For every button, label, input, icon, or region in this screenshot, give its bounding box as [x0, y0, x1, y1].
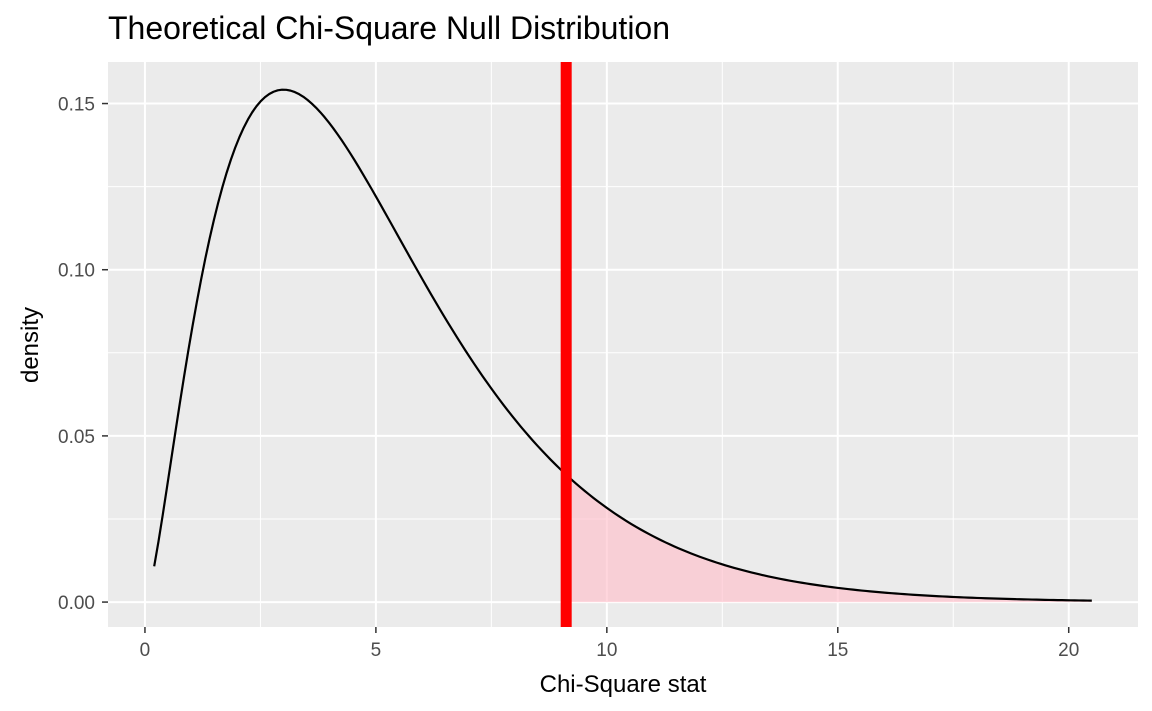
y-tick-label: 0.10 [58, 261, 95, 282]
x-tick-label: 0 [140, 640, 151, 661]
y-axis: 0.00 0.05 0.10 0.15 [58, 95, 108, 614]
x-tick-label: 5 [371, 640, 382, 661]
y-tick-label: 0.05 [58, 427, 95, 448]
y-axis-label: density [17, 307, 44, 383]
x-axis-label: Chi-Square stat [540, 671, 707, 698]
x-tick-label: 15 [827, 640, 848, 661]
y-tick-label: 0.00 [58, 593, 95, 614]
rejection-region-shade [566, 474, 1092, 603]
minor-gridlines [108, 62, 1138, 627]
x-axis: 0 5 10 15 20 [140, 627, 1079, 661]
density-curve [153, 88, 1092, 602]
x-tick-label: 10 [596, 640, 617, 661]
chart-title: Theoretical Chi-Square Null Distribution [108, 10, 670, 46]
y-tick-label: 0.15 [58, 95, 95, 116]
x-tick-label: 20 [1058, 640, 1079, 661]
